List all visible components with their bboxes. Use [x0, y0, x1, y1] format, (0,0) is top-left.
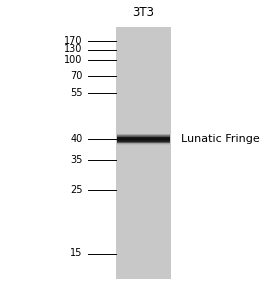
Bar: [117, 143, 170, 144]
Bar: [117, 137, 170, 138]
Bar: [117, 137, 170, 138]
Bar: [117, 141, 170, 142]
Text: 170: 170: [64, 36, 83, 46]
Bar: [117, 138, 170, 139]
Text: 40: 40: [71, 134, 83, 144]
Bar: [117, 144, 170, 145]
Text: 35: 35: [70, 154, 83, 165]
Bar: [117, 136, 170, 137]
Bar: [117, 136, 170, 137]
Text: 3T3: 3T3: [132, 7, 155, 20]
Bar: [117, 140, 170, 141]
Bar: [117, 134, 170, 135]
Bar: [116, 27, 171, 279]
Bar: [117, 138, 170, 139]
Bar: [117, 135, 170, 136]
Bar: [117, 139, 170, 140]
Bar: [117, 135, 170, 136]
Bar: [117, 140, 170, 141]
Bar: [117, 142, 170, 143]
Text: 25: 25: [70, 184, 83, 195]
Bar: [117, 141, 170, 142]
Bar: [117, 134, 170, 135]
Text: 55: 55: [70, 88, 83, 98]
Text: 100: 100: [64, 55, 83, 65]
Bar: [117, 144, 170, 145]
Text: Lunatic Fringe: Lunatic Fringe: [181, 134, 259, 145]
Bar: [117, 142, 170, 143]
Bar: [117, 136, 170, 137]
Bar: [117, 143, 170, 144]
Text: 130: 130: [64, 44, 83, 55]
Bar: [117, 142, 170, 143]
Bar: [117, 139, 170, 140]
Bar: [117, 140, 170, 141]
Bar: [117, 134, 170, 135]
Bar: [117, 137, 170, 138]
Bar: [117, 138, 170, 139]
Text: 15: 15: [70, 248, 83, 259]
Text: 70: 70: [70, 70, 83, 81]
Bar: [117, 135, 170, 136]
